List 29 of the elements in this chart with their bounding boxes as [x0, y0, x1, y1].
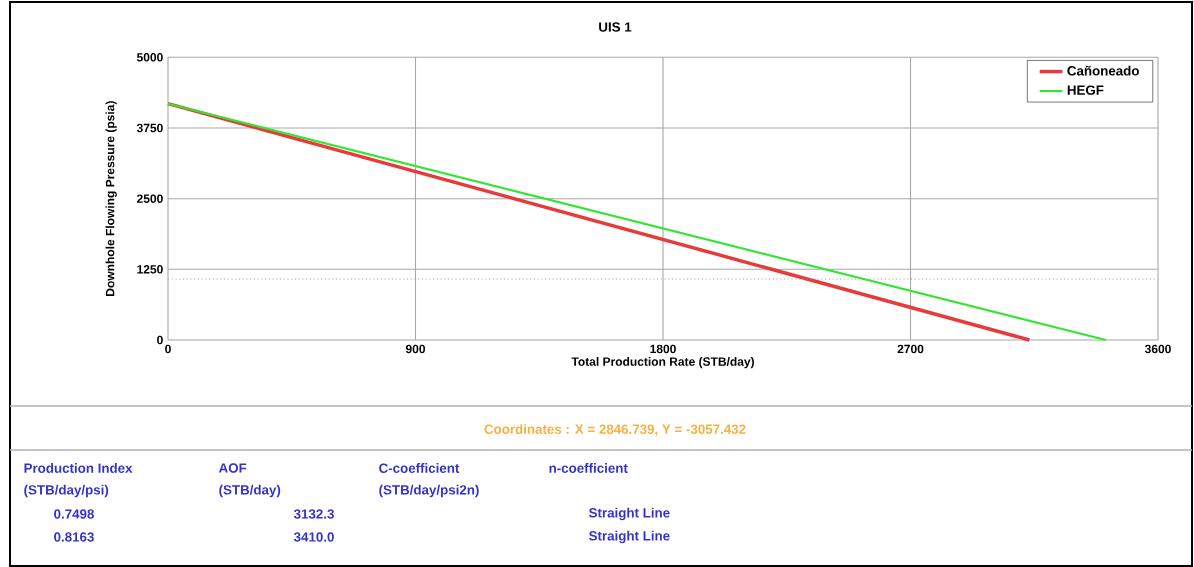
x-tick-label: 2700	[897, 344, 924, 354]
text: 0.8163	[54, 532, 94, 542]
text: AOF	[218, 463, 247, 473]
text: Straight Line	[588, 507, 670, 521]
text: (STB/day/psi)	[24, 484, 109, 498]
text: 0.7498	[54, 509, 94, 519]
text: 3132.3	[293, 509, 334, 519]
x-tick-label: 3600	[1144, 344, 1171, 354]
y-tick-label: 1250	[137, 265, 163, 274]
y-tick-label: 5000	[136, 53, 163, 62]
text: C-coefficient	[379, 463, 460, 473]
legend-label: HEGF	[1067, 85, 1104, 95]
legend-label: Cañoneado	[1067, 65, 1139, 76]
x-tick-label: 900	[405, 344, 426, 354]
text: Coordinates : X = 2846.739, Y = -3057.432	[484, 424, 746, 436]
text: (STB/day/psi2n)	[379, 484, 479, 498]
text: Production Index	[24, 463, 133, 473]
text: 3410.0	[293, 532, 334, 542]
y-axis-title: Downhole Flowing Pressure (psia)	[105, 101, 117, 296]
text: n-coefficient	[549, 463, 628, 473]
x-tick-label: 1800	[650, 344, 676, 354]
text: Straight Line	[588, 530, 670, 544]
y-tick-label: 3750	[136, 123, 163, 133]
x-axis-title: Total Production Rate (STB/day)	[571, 357, 754, 369]
x-tick-label: 0	[165, 344, 171, 354]
y-tick-label: 0	[157, 335, 163, 345]
chart-title: UIS 1	[599, 22, 632, 32]
y-tick-label: 2500	[137, 194, 163, 203]
text: (STB/day)	[219, 484, 281, 498]
